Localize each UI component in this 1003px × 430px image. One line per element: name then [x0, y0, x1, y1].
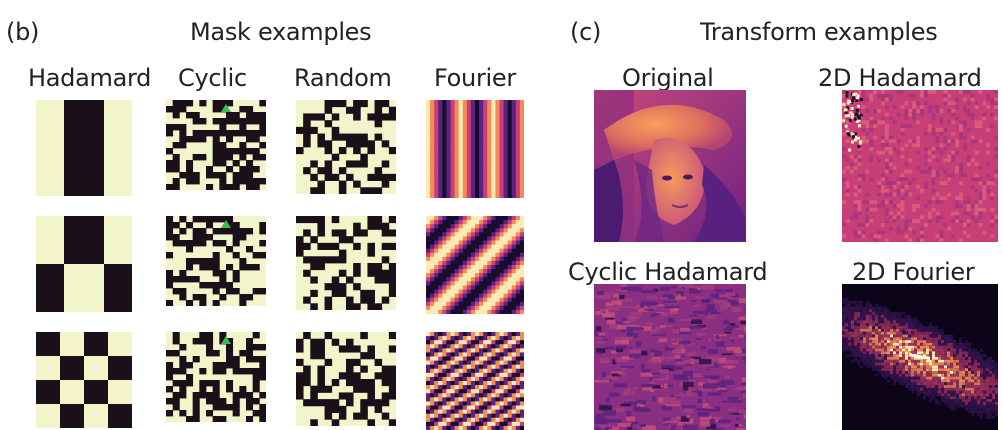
hadamard-mask-3: [36, 332, 132, 428]
cyclic-mask-3: [166, 332, 266, 422]
hadamard-mask-1: [36, 100, 132, 196]
hadamard-mask-2: [36, 216, 132, 312]
column-label-cyclic: Cyclic: [178, 64, 247, 92]
fourier-mask-2: [426, 216, 524, 314]
cyclic-mask-1: [166, 100, 266, 190]
column-label-hadamard: Hadamard: [28, 64, 152, 92]
image-label-2d-fourier: 2D Fourier: [852, 258, 975, 286]
image-label-2d-hadamard: 2D Hadamard: [818, 64, 982, 92]
panel-c-label: (c): [570, 18, 602, 46]
green-triangle-marker: [221, 104, 231, 112]
random-mask-2: [296, 216, 396, 310]
fourier-mask-3: [426, 332, 524, 430]
image-label-original: Original: [622, 64, 714, 92]
image-label-cyclic-hadamard: Cyclic Hadamard: [568, 258, 768, 286]
2d-fourier-transform-image: [842, 284, 998, 430]
green-triangle-marker: [221, 336, 231, 344]
column-label-random: Random: [294, 64, 392, 92]
cyclic-mask-2: [166, 216, 266, 306]
cyclic-hadamard-transform-image: [594, 284, 746, 430]
random-mask-3: [296, 332, 396, 426]
fourier-mask-1: [426, 100, 524, 198]
panel-b-label: (b): [6, 18, 40, 46]
original-image-lena: [594, 90, 746, 242]
column-label-fourier: Fourier: [434, 64, 516, 92]
panel-c-title: Transform examples: [700, 18, 938, 46]
random-mask-1: [296, 100, 396, 194]
panel-b-title: Mask examples: [190, 18, 372, 46]
2d-hadamard-transform-image: [842, 90, 998, 242]
green-triangle-marker: [221, 220, 231, 228]
